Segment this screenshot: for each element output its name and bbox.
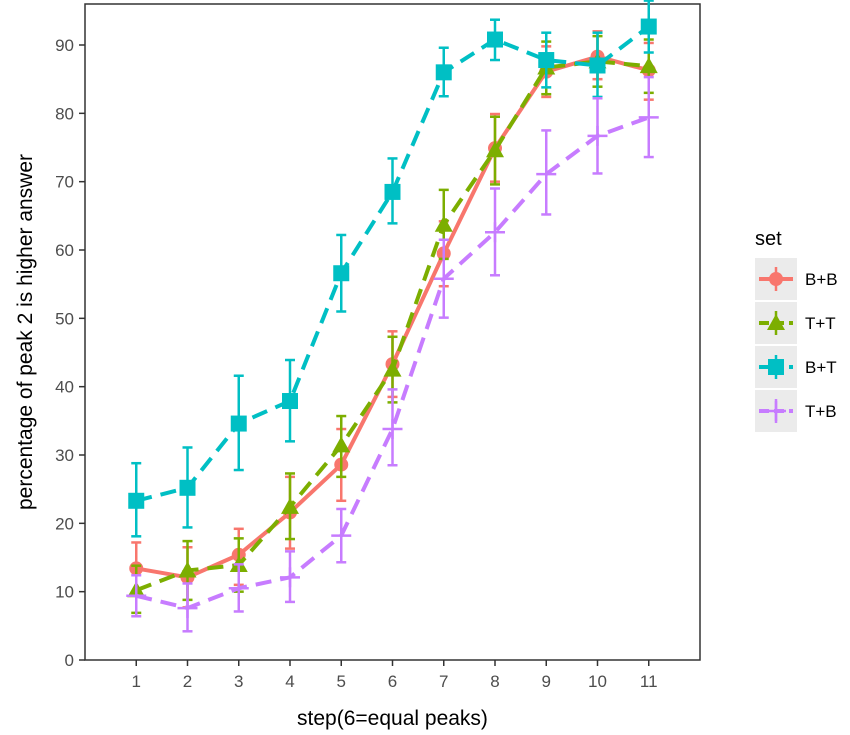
legend: set B+B T+T B+T T+B bbox=[755, 228, 838, 432]
data-point-t-b-8 bbox=[485, 222, 505, 243]
data-point-t-b-10 bbox=[587, 125, 608, 146]
data-point-t-t-6 bbox=[383, 360, 402, 377]
data-point-t-b-3 bbox=[228, 578, 249, 599]
series-line-b-t bbox=[135, 24, 650, 503]
x-tick-label-5: 5 bbox=[337, 672, 346, 691]
x-tick-label-1: 1 bbox=[132, 672, 141, 691]
y-tick-label-10: 10 bbox=[55, 583, 74, 602]
y-tick-label-20: 20 bbox=[55, 514, 74, 533]
data-point-b-t-11 bbox=[640, 18, 657, 35]
data-point-t-t-8 bbox=[486, 141, 504, 158]
data-point-b-t-4 bbox=[282, 393, 298, 410]
x-tick-label-4: 4 bbox=[285, 672, 294, 691]
data-point-b-t-10 bbox=[589, 57, 606, 74]
legend-item-t-t: T+T bbox=[755, 302, 836, 344]
series-line-t-b bbox=[135, 115, 650, 611]
legend-label-b-b: B+B bbox=[805, 270, 838, 289]
legend-key-marker bbox=[769, 272, 783, 286]
data-point-t-t-2 bbox=[178, 561, 197, 578]
data-point-t-b-9 bbox=[536, 164, 557, 185]
x-tick-label-2: 2 bbox=[183, 672, 192, 691]
x-tick-label-6: 6 bbox=[388, 672, 397, 691]
legend-item-b-b: B+B bbox=[755, 258, 838, 300]
y-tick-label-70: 70 bbox=[55, 173, 74, 192]
data-point-t-t-5 bbox=[332, 436, 351, 453]
data-point-t-b-7 bbox=[433, 268, 454, 289]
legend-key-marker bbox=[767, 314, 785, 330]
x-tick-label-11: 11 bbox=[640, 672, 658, 691]
data-point-t-t-11 bbox=[639, 57, 658, 74]
legend-item-t-b: T+B bbox=[755, 390, 837, 432]
data-point-t-b-4 bbox=[280, 567, 300, 588]
data-point-t-b-1 bbox=[126, 585, 147, 606]
legend-label-t-t: T+T bbox=[805, 314, 836, 333]
data-point-b-t-2 bbox=[179, 479, 196, 496]
legend-label-t-b: T+B bbox=[805, 402, 837, 421]
legend-title: set bbox=[755, 228, 782, 250]
y-tick-label-90: 90 bbox=[55, 36, 74, 55]
x-axis: 1 2 3 4 5 6 7 8 9 10 11 bbox=[132, 660, 658, 691]
series-t-b bbox=[126, 75, 659, 633]
data-point-b-t-9 bbox=[538, 52, 555, 69]
legend-label-b-t: B+T bbox=[805, 358, 837, 377]
series-layer bbox=[126, 0, 659, 633]
data-point-t-t-7 bbox=[434, 215, 453, 232]
y-tick-label-80: 80 bbox=[55, 104, 74, 123]
data-point-b-t-6 bbox=[384, 183, 401, 200]
series-b-t bbox=[128, 0, 657, 538]
x-tick-label-8: 8 bbox=[490, 672, 499, 691]
data-point-b-t-8 bbox=[487, 31, 503, 48]
y-tick-label-30: 30 bbox=[55, 446, 74, 465]
x-tick-label-10: 10 bbox=[588, 672, 607, 691]
legend-item-b-t: B+T bbox=[755, 346, 837, 388]
y-axis-title: percentage of peak 2 is higher answer bbox=[14, 154, 37, 510]
data-point-t-b-11 bbox=[638, 107, 659, 128]
x-tick-label-9: 9 bbox=[542, 672, 551, 691]
data-point-b-t-7 bbox=[435, 64, 452, 81]
data-point-b-t-3 bbox=[230, 415, 247, 432]
x-tick-label-7: 7 bbox=[439, 672, 448, 691]
x-axis-title: step(6=equal peaks) bbox=[297, 707, 488, 730]
data-point-b-t-5 bbox=[333, 265, 350, 282]
y-axis: 0 10 20 30 40 50 60 70 80 90 bbox=[55, 36, 85, 670]
data-point-b-t-1 bbox=[128, 492, 145, 509]
data-point-t-b-2 bbox=[177, 598, 198, 619]
y-tick-label-40: 40 bbox=[55, 378, 74, 397]
y-tick-label-0: 0 bbox=[65, 651, 74, 670]
legend-key-marker bbox=[766, 401, 786, 421]
x-tick-label-3: 3 bbox=[234, 672, 243, 691]
y-tick-label-60: 60 bbox=[55, 241, 74, 260]
legend-key-marker bbox=[768, 359, 784, 375]
data-point-t-t-4 bbox=[281, 497, 299, 514]
data-point-t-b-6 bbox=[382, 419, 403, 440]
y-tick-label-50: 50 bbox=[55, 309, 74, 328]
data-point-t-b-5 bbox=[331, 525, 352, 546]
